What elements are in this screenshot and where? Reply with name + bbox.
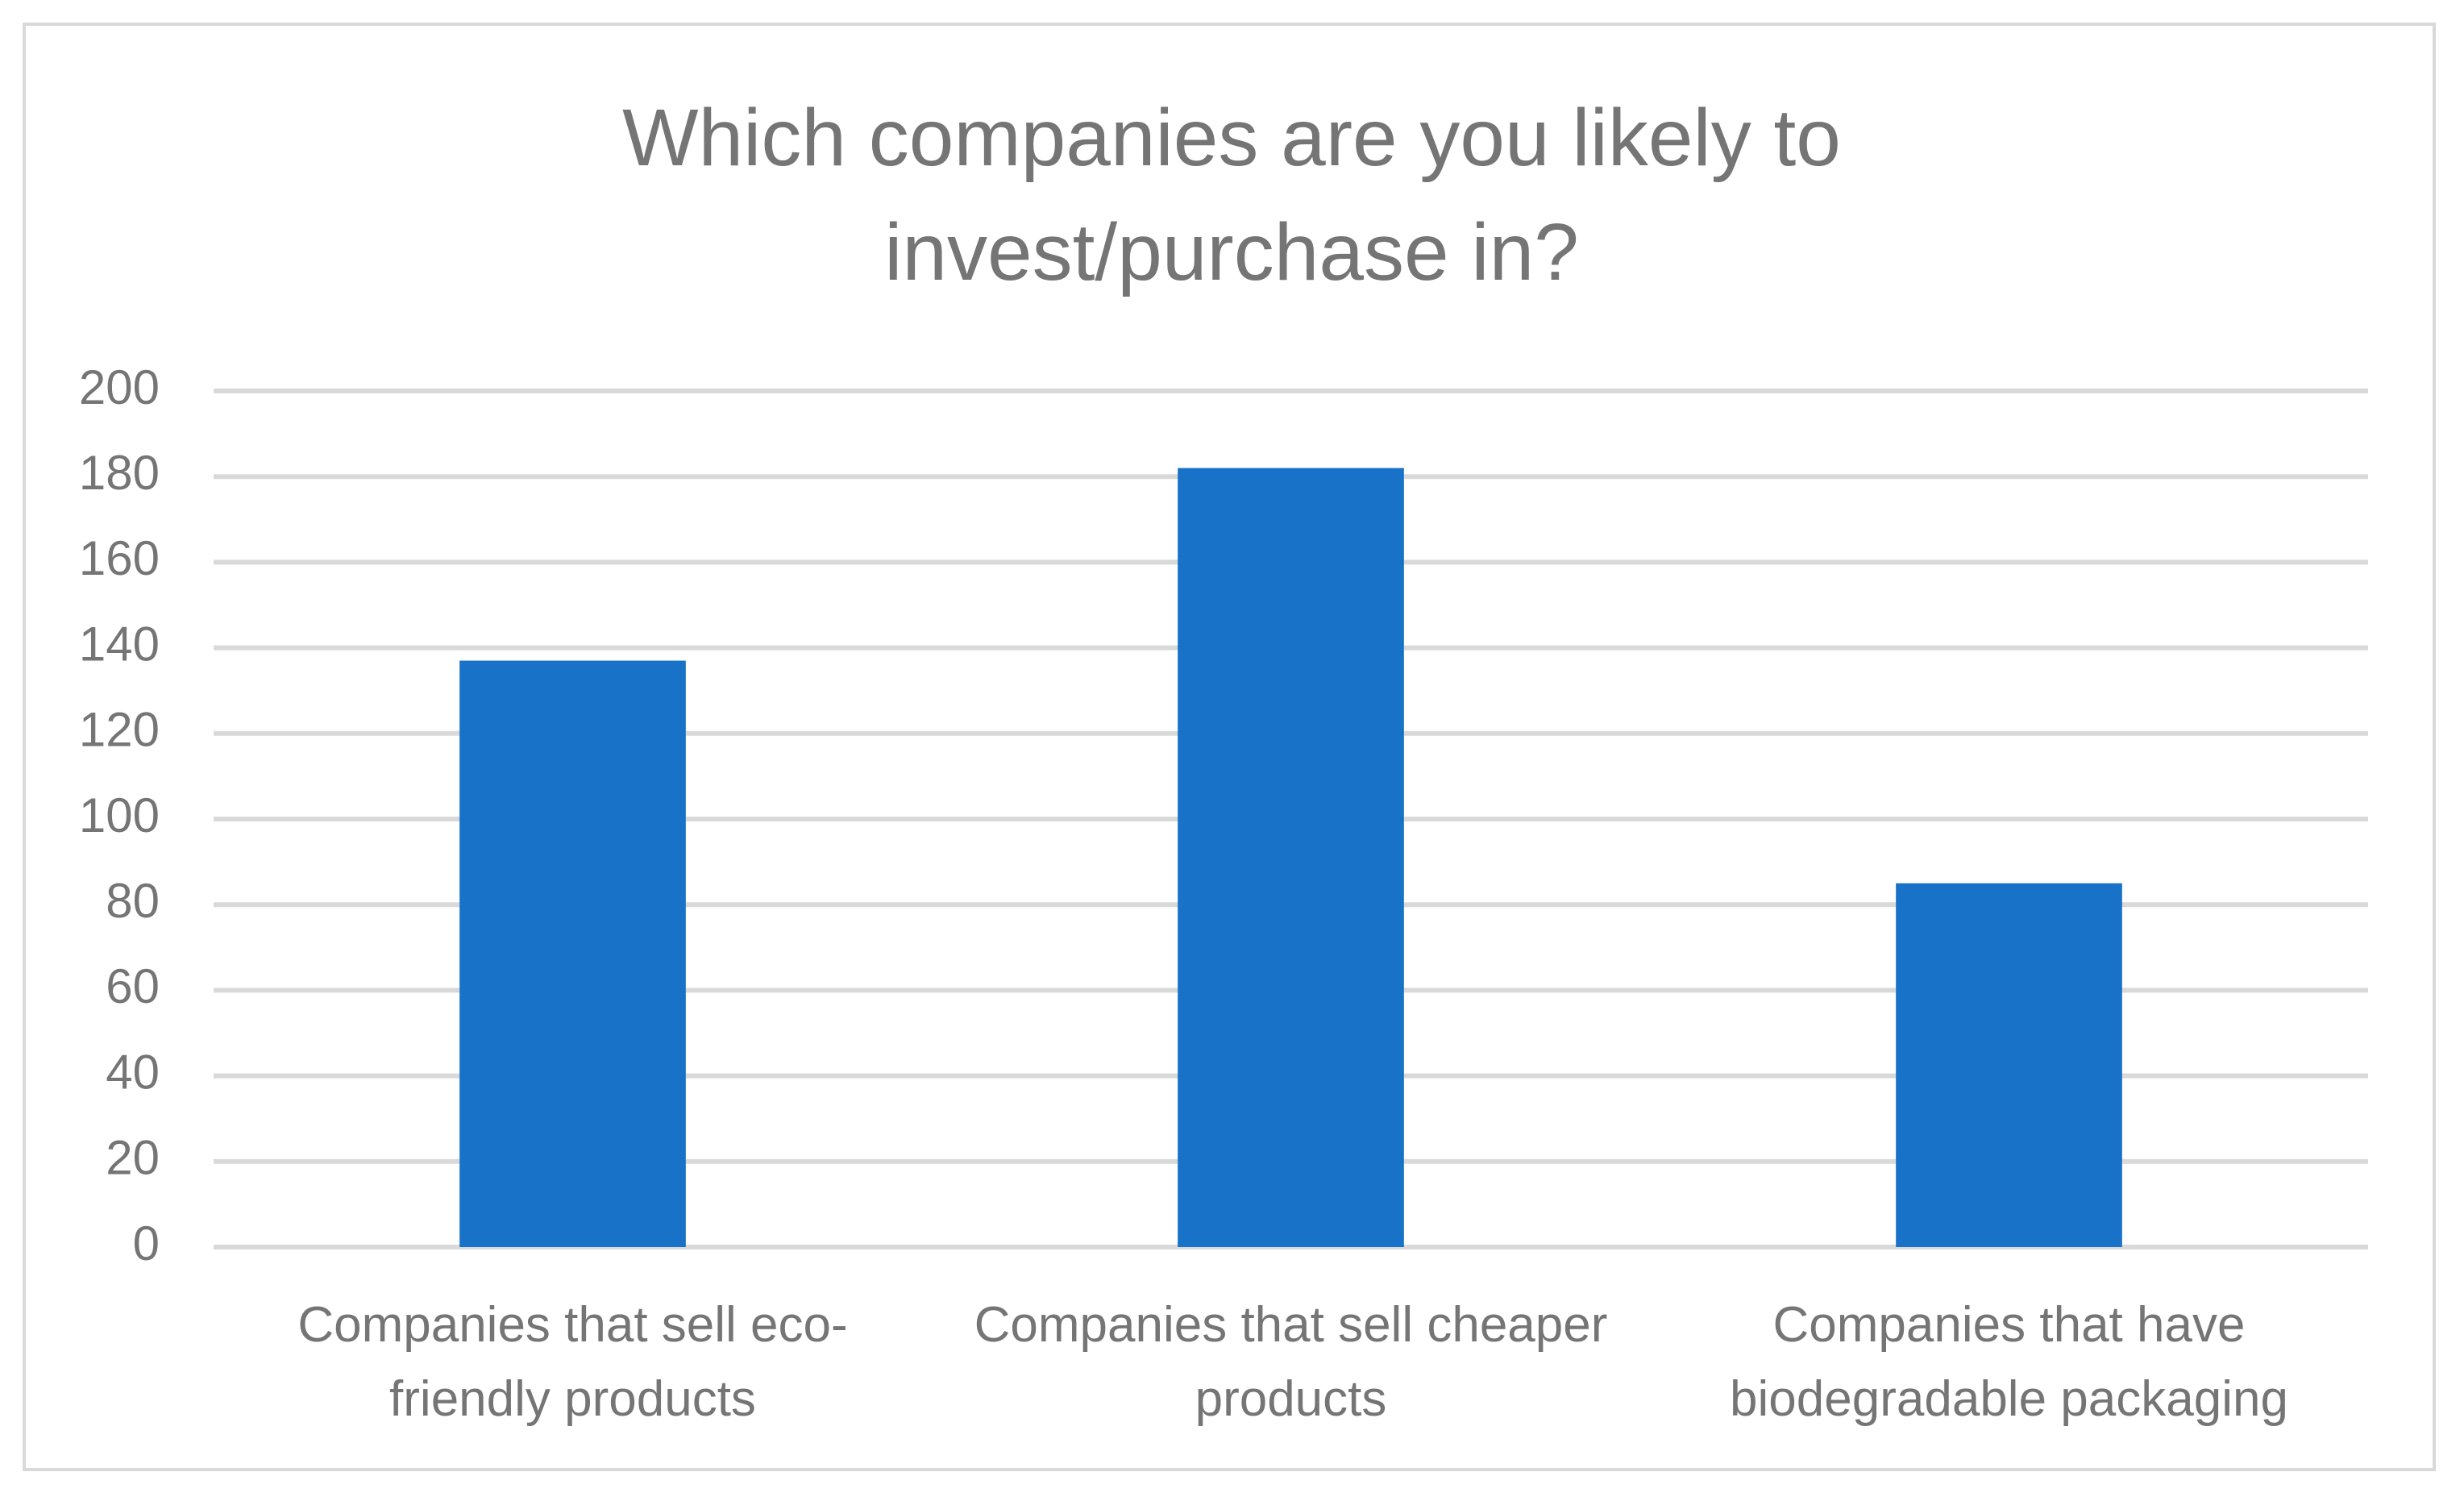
y-tick-label-200: 200 — [79, 360, 160, 414]
y-tick-label-160: 160 — [79, 531, 160, 585]
y-tick-label-80: 80 — [106, 874, 160, 928]
x-category-label-1-line-2: friendly products — [389, 1371, 756, 1427]
chart-title-line-2: invest/purchase in? — [884, 207, 1579, 297]
x-category-label-1-line-1: Companies that sell eco- — [297, 1297, 847, 1353]
x-category-label-3-line-1: Companies that have — [1773, 1297, 2246, 1353]
y-tick-label-20: 20 — [106, 1131, 160, 1185]
x-axis-category-labels: Companies that sell eco-friendly product… — [297, 1297, 2288, 1427]
x-category-label-2-line-2: products — [1195, 1371, 1387, 1427]
bars — [459, 468, 2122, 1247]
x-category-label-2-line-1: Companies that sell cheaper — [974, 1297, 1608, 1353]
bar-3 — [1896, 883, 2122, 1247]
chart-title-line-1: Which companies are you likely to — [622, 93, 1841, 183]
bar-2 — [1178, 468, 1404, 1247]
y-axis-tick-labels: 0 20 40 60 80 100 120 140 160 180 200 — [79, 360, 160, 1270]
bar-1 — [459, 660, 686, 1247]
chart-title: Which companies are you likely to invest… — [622, 93, 1841, 297]
y-tick-label-60: 60 — [106, 959, 160, 1013]
y-tick-label-100: 100 — [79, 788, 160, 842]
y-tick-label-120: 120 — [79, 703, 160, 757]
x-category-label-3-line-2: biodegradable packaging — [1730, 1371, 2288, 1427]
y-tick-label-140: 140 — [79, 617, 160, 671]
y-tick-label-0: 0 — [133, 1216, 160, 1270]
y-tick-label-180: 180 — [79, 446, 160, 500]
y-tick-label-40: 40 — [106, 1045, 160, 1099]
